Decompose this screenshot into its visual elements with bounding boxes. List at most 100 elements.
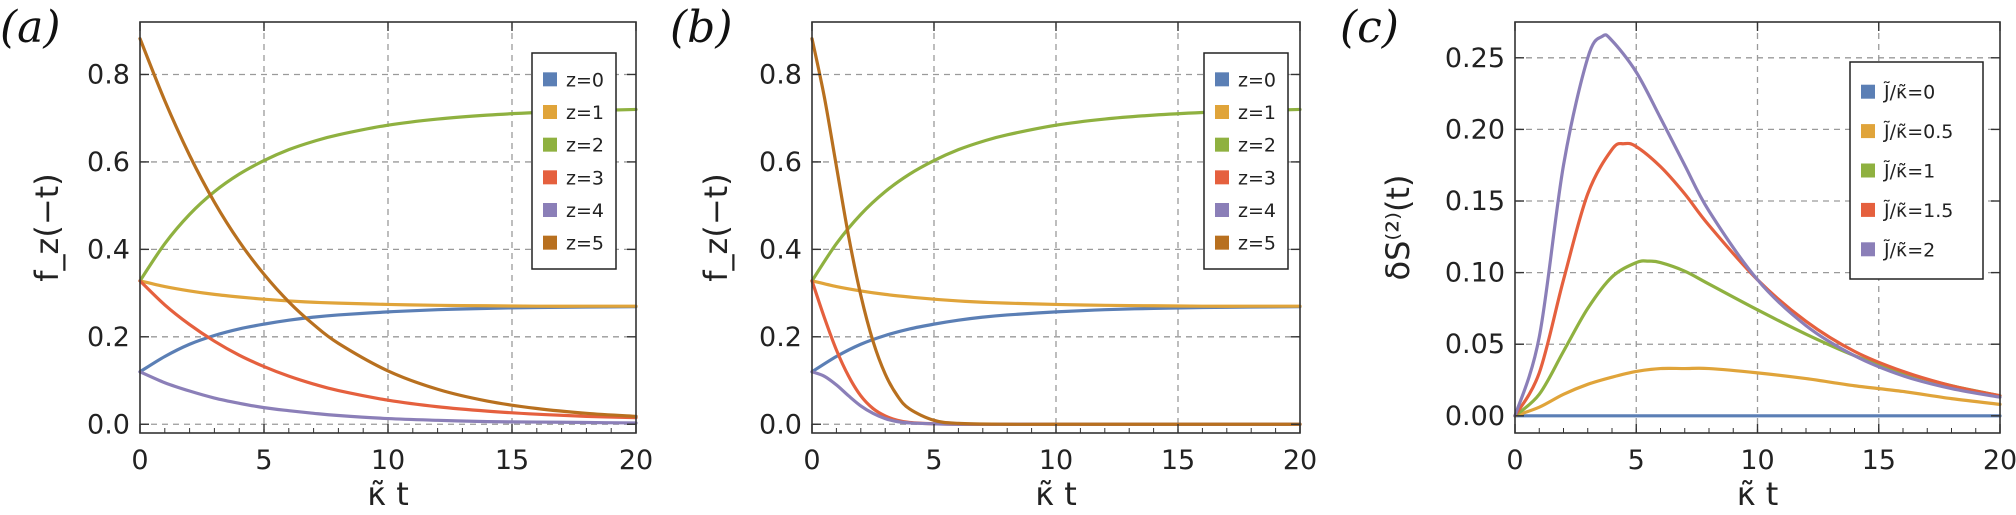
series-line-2 — [1513, 259, 2002, 418]
legend-entry: z=4 — [1238, 200, 1276, 222]
legend-entry: z=1 — [1238, 102, 1276, 124]
legend-swatch — [1861, 124, 1875, 139]
y-tick-label: 0.2 — [759, 322, 802, 353]
legend-entry: z=0 — [566, 69, 604, 91]
ticks: 0 5 10 15 20 0.0 0.2 0.4 0.6 0.8 — [759, 22, 1317, 476]
y-tick-label: 0.25 — [1445, 43, 1505, 74]
legend-entry: J̃/κ̃=0.5 — [1883, 121, 1953, 143]
y-tick-label: 0.6 — [759, 147, 802, 178]
legend-entry: z=2 — [1238, 135, 1276, 157]
y-tick-label: 0.00 — [1445, 401, 1505, 432]
legend-swatch — [1215, 235, 1229, 250]
ticks: 0 5 10 15 20 0.00 0.05 0.10 0.15 0.20 0.25 — [1445, 22, 2016, 476]
legend: z=0 z=1 z=2 z=3 z=4 z=5 — [531, 52, 617, 270]
legend-swatch — [1215, 72, 1229, 87]
x-tick-label: 20 — [1983, 445, 2016, 476]
y-tick-label: 0.0 — [87, 409, 130, 440]
series-line-0 — [810, 305, 1302, 374]
y-tick-label: 0.8 — [87, 59, 130, 90]
y-tick-label: 0.6 — [87, 147, 130, 178]
x-tick-label: 20 — [619, 445, 653, 476]
y-axis-label: f_z(−t) — [697, 173, 735, 281]
series-line-3 — [138, 279, 638, 420]
x-tick-label: 20 — [1283, 445, 1317, 476]
legend-box — [531, 52, 617, 270]
legend-entry: J̃/κ̃=1.5 — [1883, 199, 1953, 221]
x-tick-label: 15 — [1862, 445, 1896, 476]
y-tick-label: 0.0 — [759, 409, 802, 440]
x-tick-label: 5 — [925, 445, 942, 476]
x-tick-label: 0 — [803, 445, 820, 476]
legend: z=0 z=1 z=2 z=3 z=4 z=5 — [1203, 52, 1289, 270]
legend-entry: z=2 — [566, 135, 604, 157]
grid — [812, 22, 1300, 433]
series-line-1 — [138, 279, 638, 308]
x-tick-label: 0 — [1506, 445, 1523, 476]
series-line-4 — [1513, 33, 2002, 418]
series-line-2 — [810, 107, 1302, 283]
legend-entry: z=1 — [566, 102, 604, 124]
panel-letter: (b) — [670, 2, 733, 53]
legend-swatch — [543, 235, 557, 250]
legend-entry: z=5 — [1238, 233, 1276, 255]
series-lines — [810, 37, 1302, 426]
series-line-4 — [138, 370, 638, 425]
panel-letter: (a) — [0, 2, 61, 53]
y-tick-label: 0.4 — [759, 234, 802, 265]
legend-entry: J̃/κ̃=0 — [1883, 81, 1935, 103]
x-tick-label: 10 — [1039, 445, 1073, 476]
legend: J̃/κ̃=0 J̃/κ̃=0.5 J̃/κ̃=1 J̃/κ̃=1.5 J̃/κ̃=2 — [1849, 61, 1984, 280]
legend-box — [1203, 52, 1289, 270]
legend-entry: J̃/κ̃=2 — [1883, 239, 1935, 261]
series-line-5 — [138, 37, 638, 418]
y-tick-label: 0.8 — [759, 59, 802, 90]
y-tick-label: 0.10 — [1445, 258, 1505, 289]
x-tick-label: 10 — [371, 445, 405, 476]
legend-swatch — [1215, 105, 1229, 119]
legend-entry: z=0 — [1238, 69, 1276, 91]
legend-swatch — [1861, 84, 1875, 99]
x-axis-label: κ̃ t — [1737, 475, 1779, 513]
legend-swatch — [1861, 163, 1875, 178]
y-tick-label: 0.20 — [1445, 114, 1505, 145]
legend-entry: z=3 — [1238, 167, 1276, 189]
series-line-1 — [1513, 366, 2002, 418]
series-line-3 — [1513, 141, 2002, 418]
series-line-1 — [810, 279, 1302, 308]
x-axis-label: κ̃ t — [1035, 475, 1077, 513]
y-tick-label: 0.15 — [1445, 186, 1505, 217]
x-tick-label: 10 — [1740, 445, 1774, 476]
legend-swatch — [1215, 203, 1229, 217]
series-line-0 — [138, 305, 638, 374]
x-tick-label: 15 — [495, 445, 529, 476]
legend-entry: J̃/κ̃=1 — [1883, 160, 1935, 182]
y-tick-label: 0.2 — [87, 322, 130, 353]
series-lines — [138, 37, 638, 425]
x-tick-label: 5 — [1628, 445, 1645, 476]
legend-swatch — [543, 72, 557, 87]
legend-swatch — [543, 170, 557, 185]
series-line-5 — [810, 37, 1302, 426]
panel-letter: (c) — [1340, 2, 1399, 53]
legend-swatch — [1215, 137, 1229, 152]
panel-a: 0 5 10 15 20 0.0 0.2 0.4 0.6 0.8 κ̃ t f_z(−t) (a) z=0… — [0, 2, 653, 513]
legend-swatch — [1861, 242, 1875, 257]
series-lines — [1513, 33, 2002, 418]
y-tick-label: 0.05 — [1445, 329, 1505, 360]
legend-swatch — [1861, 202, 1875, 217]
legend-entry: z=4 — [566, 200, 604, 222]
x-tick-label: 5 — [255, 445, 272, 476]
y-axis-label: f_z(−t) — [28, 173, 66, 281]
series-line-2 — [138, 107, 638, 283]
x-tick-label: 15 — [1161, 445, 1195, 476]
legend-entry: z=3 — [566, 167, 604, 189]
legend-swatch — [543, 203, 557, 217]
legend-swatch — [543, 105, 557, 119]
panel-c: 0 5 10 15 20 0.00 0.05 0.10 0.15 0.20 0.25 κ̃ t δS⁽²… — [1340, 2, 2016, 513]
panel-b: 0 5 10 15 20 0.0 0.2 0.4 0.6 0.8 κ̃ t f_z(−t) (b) z=0… — [670, 2, 1317, 513]
legend-swatch — [543, 137, 557, 152]
legend-swatch — [1215, 170, 1229, 185]
x-axis-label: κ̃ t — [367, 475, 409, 513]
legend-entry: z=5 — [566, 233, 604, 255]
